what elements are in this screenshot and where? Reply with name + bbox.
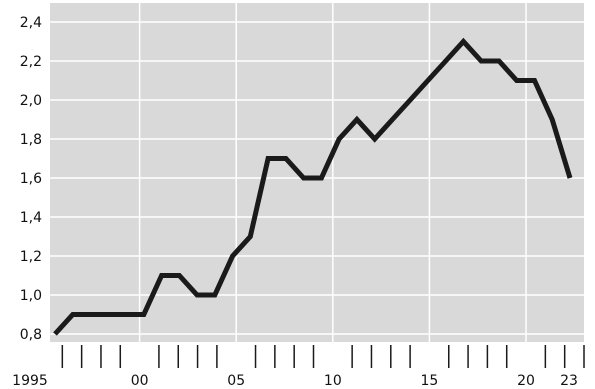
series-line bbox=[53, 37, 573, 336]
y-tick-label: 1,4 bbox=[20, 210, 42, 226]
y-tick-label: 1,8 bbox=[20, 132, 42, 148]
y-tick-label: 1,2 bbox=[20, 249, 42, 265]
y-tick-label: 2,2 bbox=[20, 54, 42, 70]
x-tick-label: 1995 bbox=[12, 373, 48, 389]
y-tick-label: 2,0 bbox=[20, 93, 42, 109]
y-tick-label: 1,0 bbox=[20, 288, 42, 304]
x-ticks bbox=[61, 345, 585, 368]
y-tick-labels: 0,8 1,0 1,2 1,4 1,6 1,8 2,0 2,2 2,4 bbox=[20, 15, 42, 343]
plot-background bbox=[50, 3, 584, 342]
x-tick-label: 05 bbox=[227, 373, 245, 389]
x-tick-labels: 1995 00 05 10 15 20 23 bbox=[12, 373, 578, 389]
y-tick-label: 1,6 bbox=[20, 171, 42, 187]
y-tick-label: 2,4 bbox=[20, 15, 42, 31]
x-tick-label: 00 bbox=[131, 373, 149, 389]
x-tick-label: 10 bbox=[324, 373, 342, 389]
x-tick-label: 20 bbox=[517, 373, 535, 389]
x-tick-label: 23 bbox=[560, 373, 578, 389]
y-tick-label: 0,8 bbox=[20, 327, 42, 343]
x-tick-label: 15 bbox=[421, 373, 439, 389]
